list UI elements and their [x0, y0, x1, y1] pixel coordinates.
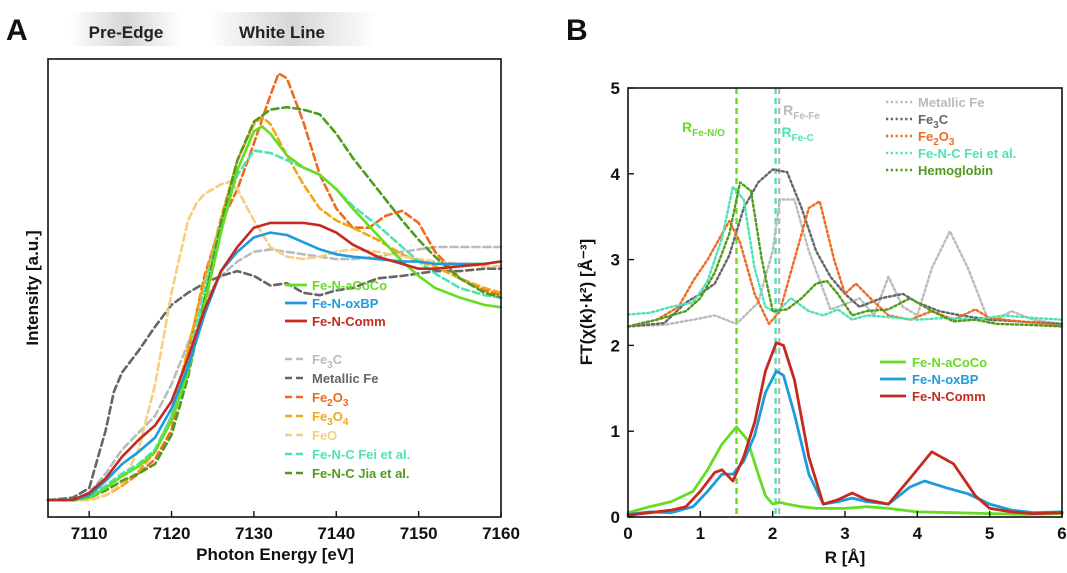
exafs-series-line-fe-n-acoco — [626, 425, 1064, 516]
xanes-x-tick-label: 7120 — [153, 524, 191, 543]
xanes-reference-line-fe3c — [46, 245, 503, 502]
panel-a-letter: A — [6, 14, 28, 47]
exafs-series-line-fe-n-comm — [626, 341, 1064, 517]
xanes-legend-label-fe-n-c-fei-et-al: Fe-N-C Fei et al. — [312, 447, 410, 462]
xanes-series-line-fe-n-oxbp — [46, 231, 503, 502]
xanes-legend-label-fe2o3: Fe2O3 — [312, 390, 349, 409]
xanes-legend-label-metallic-fe: Metallic Fe — [312, 371, 378, 386]
exafs-reference-line-metallic-fe — [626, 198, 1064, 328]
white-line-label: White Line — [239, 23, 325, 42]
exafs-reference-line-fe-n-c-fei-et-al — [626, 185, 1064, 321]
exafs-legend-label-fe-n-comm: Fe-N-Comm — [912, 389, 986, 404]
exafs-legend-label-metallic-fe: Metallic Fe — [918, 95, 984, 110]
xanes-legend-label-fe3o4: Fe3O4 — [312, 409, 349, 428]
exafs-series-line-fe-n-oxbp — [626, 369, 1064, 516]
xanes-legend-label-fe-n-acoco: Fe-N-aCoCo — [312, 278, 387, 293]
xanes-x-tick-label: 7140 — [317, 524, 355, 543]
xanes-x-tick-label: 7150 — [400, 524, 438, 543]
xanes-plot-frame — [47, 58, 502, 518]
xanes-chart: 7110 7120 7130 7140 7150 7160 Photon Energy [… — [23, 58, 520, 564]
xanes-reference-line-fe-n-c-jia-et-al — [46, 105, 503, 502]
xanes-reference-line-feo — [46, 180, 503, 502]
exafs-y-tick-label: 5 — [611, 79, 620, 98]
xanes-legend-label-fe-n-oxbp: Fe-N-oxBP — [312, 296, 379, 311]
xanes-reference-line-fe3o4 — [46, 115, 503, 502]
xanes-x-tick-label: 7160 — [482, 524, 520, 543]
exafs-x-axis-title: R [Å] — [825, 548, 866, 567]
exafs-reference-line-fe2o3 — [626, 200, 1064, 328]
panel-b-letter: B — [566, 14, 588, 47]
exafs-y-tick-label: 3 — [611, 251, 620, 270]
exafs-legend-label-fe3c: Fe3C — [918, 112, 949, 131]
exafs-y-tick-label: 1 — [611, 422, 620, 441]
xanes-reference-line-metallic-fe — [46, 267, 503, 502]
exafs-x-tick-label: 0 — [623, 524, 632, 543]
pre-edge-band — [70, 12, 182, 46]
exafs-x-tick-label: 1 — [696, 524, 705, 543]
exafs-vline-label-fe-n-o: RFe-N/O — [682, 119, 725, 139]
xanes-x-tick-label: 7110 — [71, 524, 108, 543]
exafs-x-tick-label: 3 — [840, 524, 849, 543]
exafs-reference-line-hemoglobin — [626, 181, 1064, 328]
exafs-legend-label-hemoglobin: Hemoglobin — [918, 163, 993, 178]
exafs-y-tick-label: 2 — [611, 336, 620, 355]
xanes-series-line-fe-n-acoco — [46, 125, 503, 502]
xanes-legend-label-feo: FeO — [312, 428, 337, 443]
exafs-y-tick-label: 4 — [611, 165, 621, 184]
exafs-y-axis-title: FT(χ(k)·k²) [Å⁻³] — [577, 239, 596, 365]
xanes-reference-line-fe2o3 — [46, 72, 503, 502]
exafs-ticks: 0 1 2 3 4 5 6 0 1 2 3 4 5 — [611, 79, 1067, 543]
exafs-legend-label-fe-n-acoco: Fe-N-aCoCo — [912, 355, 987, 370]
exafs-x-tick-label: 6 — [1057, 524, 1066, 543]
xanes-legend: Fe-N-aCoCo Fe-N-oxBP Fe-N-Comm Fe3CMetallic… — [285, 278, 410, 481]
xanes-x-tick-label: 7130 — [235, 524, 273, 543]
exafs-x-tick-label: 4 — [913, 524, 923, 543]
exafs-legend-label-fe2o3: Fe2O3 — [918, 129, 955, 148]
exafs-y-tick-label: 0 — [611, 508, 620, 527]
pre-edge-label: Pre-Edge — [89, 23, 164, 42]
exafs-curves — [626, 168, 1064, 517]
xanes-x-axis-title: Photon Energy [eV] — [196, 545, 354, 564]
exafs-legend-label-fe-n-oxbp: Fe-N-oxBP — [912, 372, 979, 387]
xanes-curves — [46, 72, 503, 502]
exafs-x-tick-label: 5 — [985, 524, 994, 543]
xanes-x-ticks: 7110 7120 7130 7140 7150 7160 — [71, 511, 520, 543]
xanes-series-line-fe-n-comm — [46, 221, 503, 502]
xanes-legend-label-fe-n-c-jia-et-al: Fe-N-C Jia et al. — [312, 466, 410, 481]
exafs-x-tick-label: 2 — [768, 524, 777, 543]
xanes-legend-label-fe3c: Fe3C — [312, 352, 343, 371]
xanes-legend-label-fe-n-comm: Fe-N-Comm — [312, 314, 386, 329]
xanes-y-axis-title: Intensity [a.u.] — [23, 230, 42, 345]
exafs-vline-label-fe-fe: RFe-Fe — [783, 102, 820, 122]
exafs-legend-label-fe-n-c-fei-et-al: Fe-N-C Fei et al. — [918, 146, 1016, 161]
white-line-band — [208, 12, 376, 46]
exafs-vline-label-fe-c: RFe-C — [782, 124, 814, 144]
xanes-reference-line-fe-n-c-fei-et-al — [46, 149, 503, 502]
exafs-reference-line-fe3c — [626, 168, 1064, 328]
